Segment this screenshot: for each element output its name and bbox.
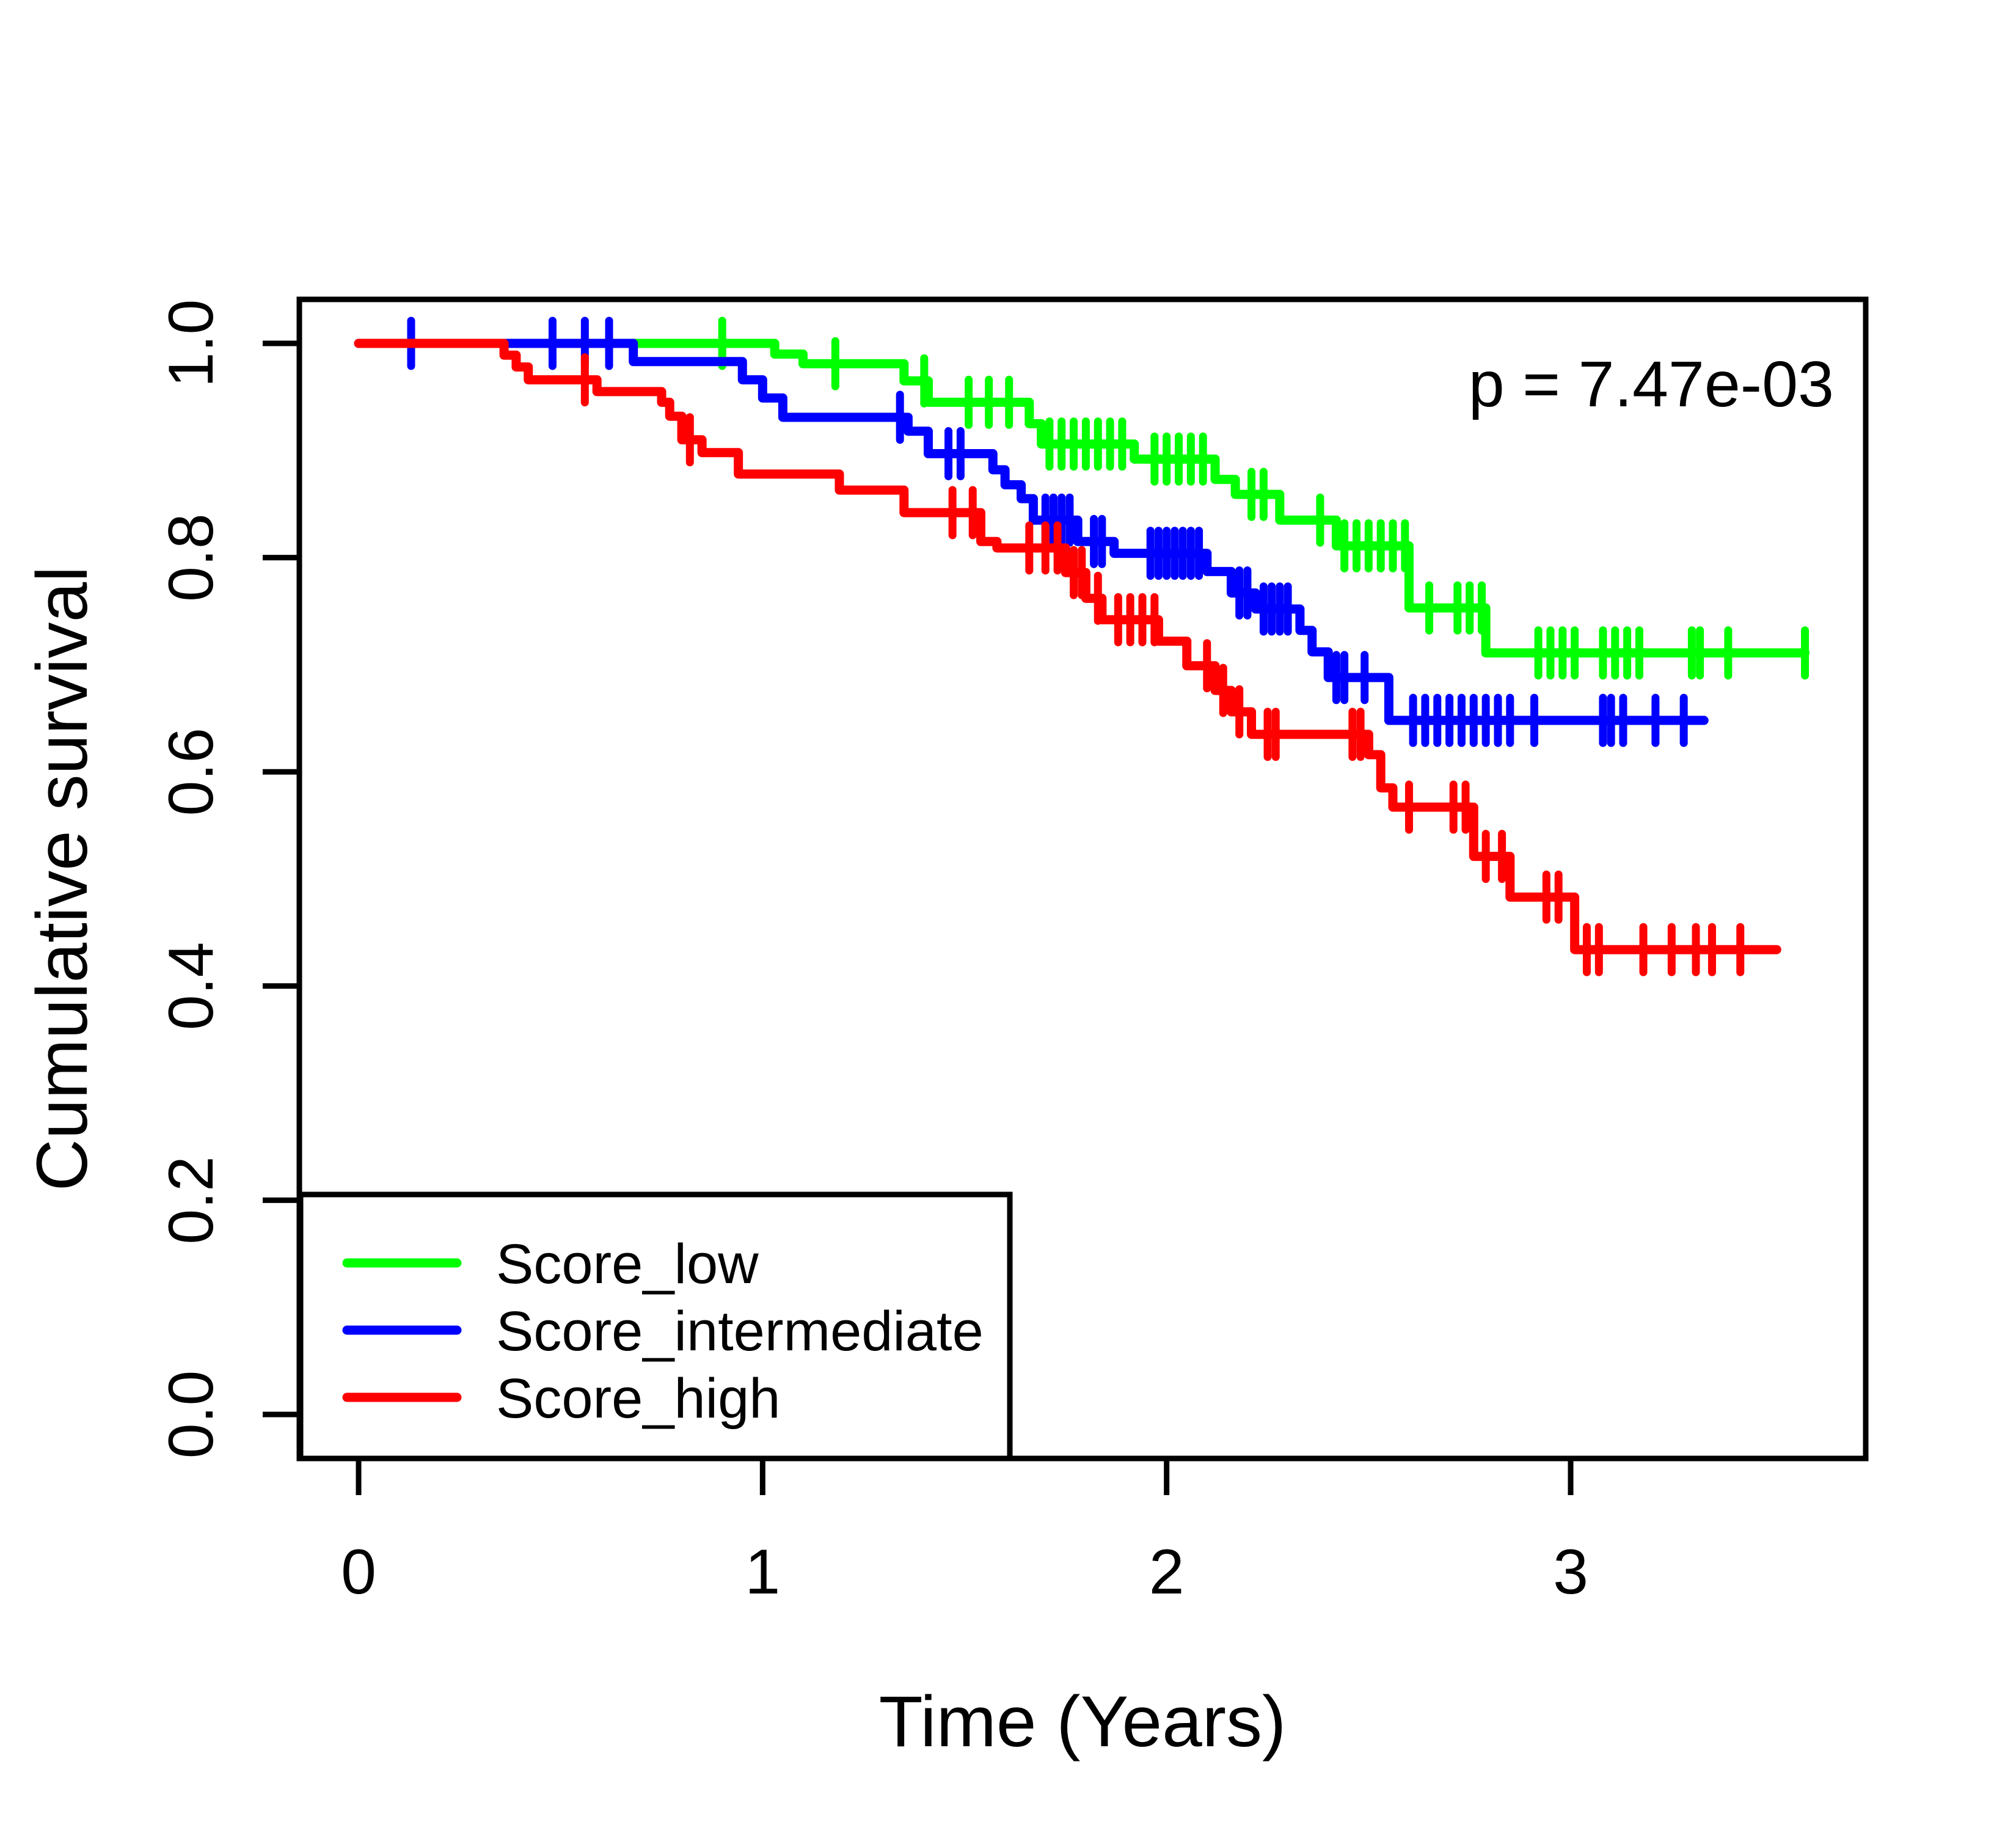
plot-area-border — [296, 296, 1869, 1462]
x-axis: 0 1 2 3 — [341, 1458, 1588, 1608]
y-tick-label: 1.0 — [156, 299, 227, 388]
x-tick-label: 1 — [745, 1537, 780, 1608]
curve-Score_high — [354, 338, 1781, 954]
p-value-annotation: p = 7.47e-03 — [1469, 348, 1834, 420]
y-axis: 0.0 0.2 0.4 0.6 0.8 1.0 — [156, 299, 299, 1459]
x-tick-label: 0 — [341, 1537, 376, 1608]
y-tick-label: 0.0 — [156, 1370, 227, 1459]
legend-label-Score_low: Score_low — [496, 1233, 759, 1295]
survival-curves — [354, 316, 1810, 976]
y-tick-label: 0.8 — [156, 513, 227, 602]
y-tick-label: 0.4 — [156, 942, 227, 1031]
legend-label-Score_intermediate: Score_intermediate — [496, 1300, 984, 1363]
legend-label-Score_high: Score_high — [496, 1367, 780, 1430]
y-tick-label: 0.2 — [156, 1156, 227, 1245]
x-tick-label: 3 — [1553, 1537, 1588, 1608]
x-tick-label: 2 — [1149, 1537, 1185, 1608]
y-tick-label: 0.6 — [156, 728, 227, 816]
curve-Score_intermediate — [354, 338, 1709, 725]
curve-Score_low — [354, 338, 1810, 658]
x-axis-title: Time (Years) — [879, 1681, 1287, 1762]
y-axis-title: Cumulative survival — [22, 566, 103, 1191]
